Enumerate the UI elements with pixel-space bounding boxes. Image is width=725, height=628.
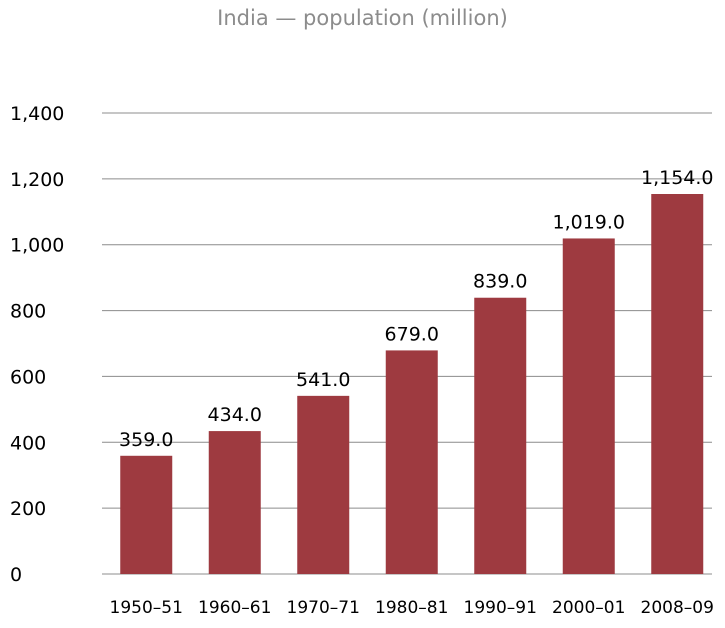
y-tick-label: 400 (10, 432, 46, 454)
x-tick-label: 1960–61 (198, 598, 271, 618)
y-tick-label: 1,000 (10, 235, 64, 257)
bar (562, 238, 615, 574)
x-tick-label: 1970–71 (287, 598, 360, 618)
x-tick-label: 1980–81 (375, 598, 448, 618)
data-label: 1,019.0 (552, 211, 625, 233)
y-tick-label: 600 (10, 366, 46, 388)
x-tick-label: 1990–91 (464, 598, 537, 618)
y-tick-label: 1,400 (10, 103, 64, 125)
y-tick-label: 200 (10, 498, 46, 520)
bar (474, 297, 527, 574)
x-tick-label: 2000–01 (552, 598, 625, 618)
bar (120, 455, 173, 574)
data-label: 434.0 (208, 404, 262, 426)
bar (208, 431, 261, 574)
chart-title: India — population (million) (217, 6, 508, 30)
bar (651, 194, 704, 575)
y-tick-label: 1,200 (10, 169, 64, 191)
bar (297, 395, 350, 574)
bar (385, 350, 438, 574)
y-tick-label: 800 (10, 301, 46, 323)
data-label: 839.0 (473, 271, 527, 293)
data-label: 679.0 (385, 323, 439, 345)
y-tick-label: 0 (10, 564, 22, 586)
x-tick-label: 2008–09 (641, 598, 714, 618)
data-label: 359.0 (119, 429, 173, 451)
data-label: 541.0 (296, 369, 350, 391)
x-tick-label: 1950–51 (110, 598, 183, 618)
data-label: 1,154.0 (641, 167, 714, 189)
